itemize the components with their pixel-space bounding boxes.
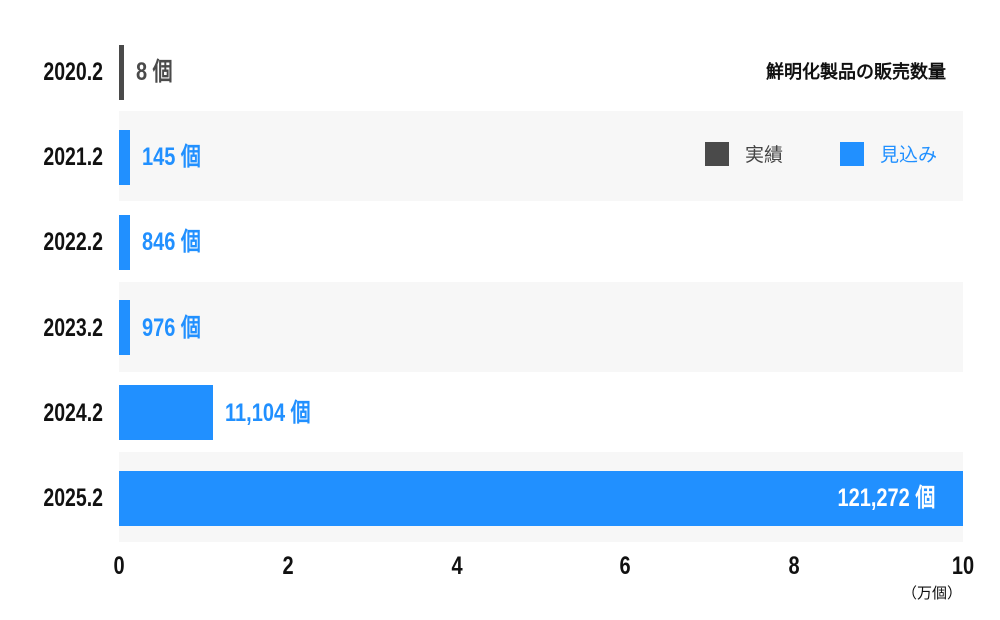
row-band xyxy=(119,111,963,202)
category-label: 2024.2 xyxy=(43,398,103,427)
x-tick-label: 4 xyxy=(451,552,463,580)
value-label: 145 個 xyxy=(142,143,201,172)
value-label: 8 個 xyxy=(136,58,173,86)
category-label: 2023.2 xyxy=(43,313,103,342)
bar-2020.2 xyxy=(119,44,124,100)
category-label: 2025.2 xyxy=(43,484,103,512)
category-label: 2020.2 xyxy=(43,58,103,86)
bar-2024.2 xyxy=(119,385,213,441)
bar-2021.2 xyxy=(119,129,130,185)
value-label: 11,104 個 xyxy=(224,398,311,427)
x-tick-label: 6 xyxy=(619,552,631,580)
legend-label-actual: 実績 xyxy=(745,145,784,166)
legend-label-forecast: 見込み xyxy=(880,145,938,166)
legend-item-actual: 実績 xyxy=(705,140,783,167)
x-axis-unit: （万個） xyxy=(902,585,963,602)
bar-2022.2 xyxy=(119,214,130,270)
legend-swatch-forecast xyxy=(840,141,864,166)
bar-2025.2 xyxy=(119,470,963,526)
row-band xyxy=(119,281,963,372)
value-label: 976 個 xyxy=(142,313,201,342)
category-label: 2021.2 xyxy=(43,143,103,172)
x-tick-label: 2 xyxy=(282,552,294,580)
x-tick-label: 0 xyxy=(113,552,125,580)
chart-title: 鮮明化製品の販売数量 xyxy=(766,62,946,82)
bar-2023.2 xyxy=(119,300,130,356)
legend-swatch-actual xyxy=(705,141,729,166)
value-label: 121,272 個 xyxy=(837,484,935,512)
x-tick-label: 10 xyxy=(951,552,975,580)
x-tick-label: 8 xyxy=(788,552,800,580)
value-label: 846 個 xyxy=(142,228,201,257)
legend-item-forecast: 見込み xyxy=(840,140,937,167)
category-label: 2022.2 xyxy=(43,228,103,257)
